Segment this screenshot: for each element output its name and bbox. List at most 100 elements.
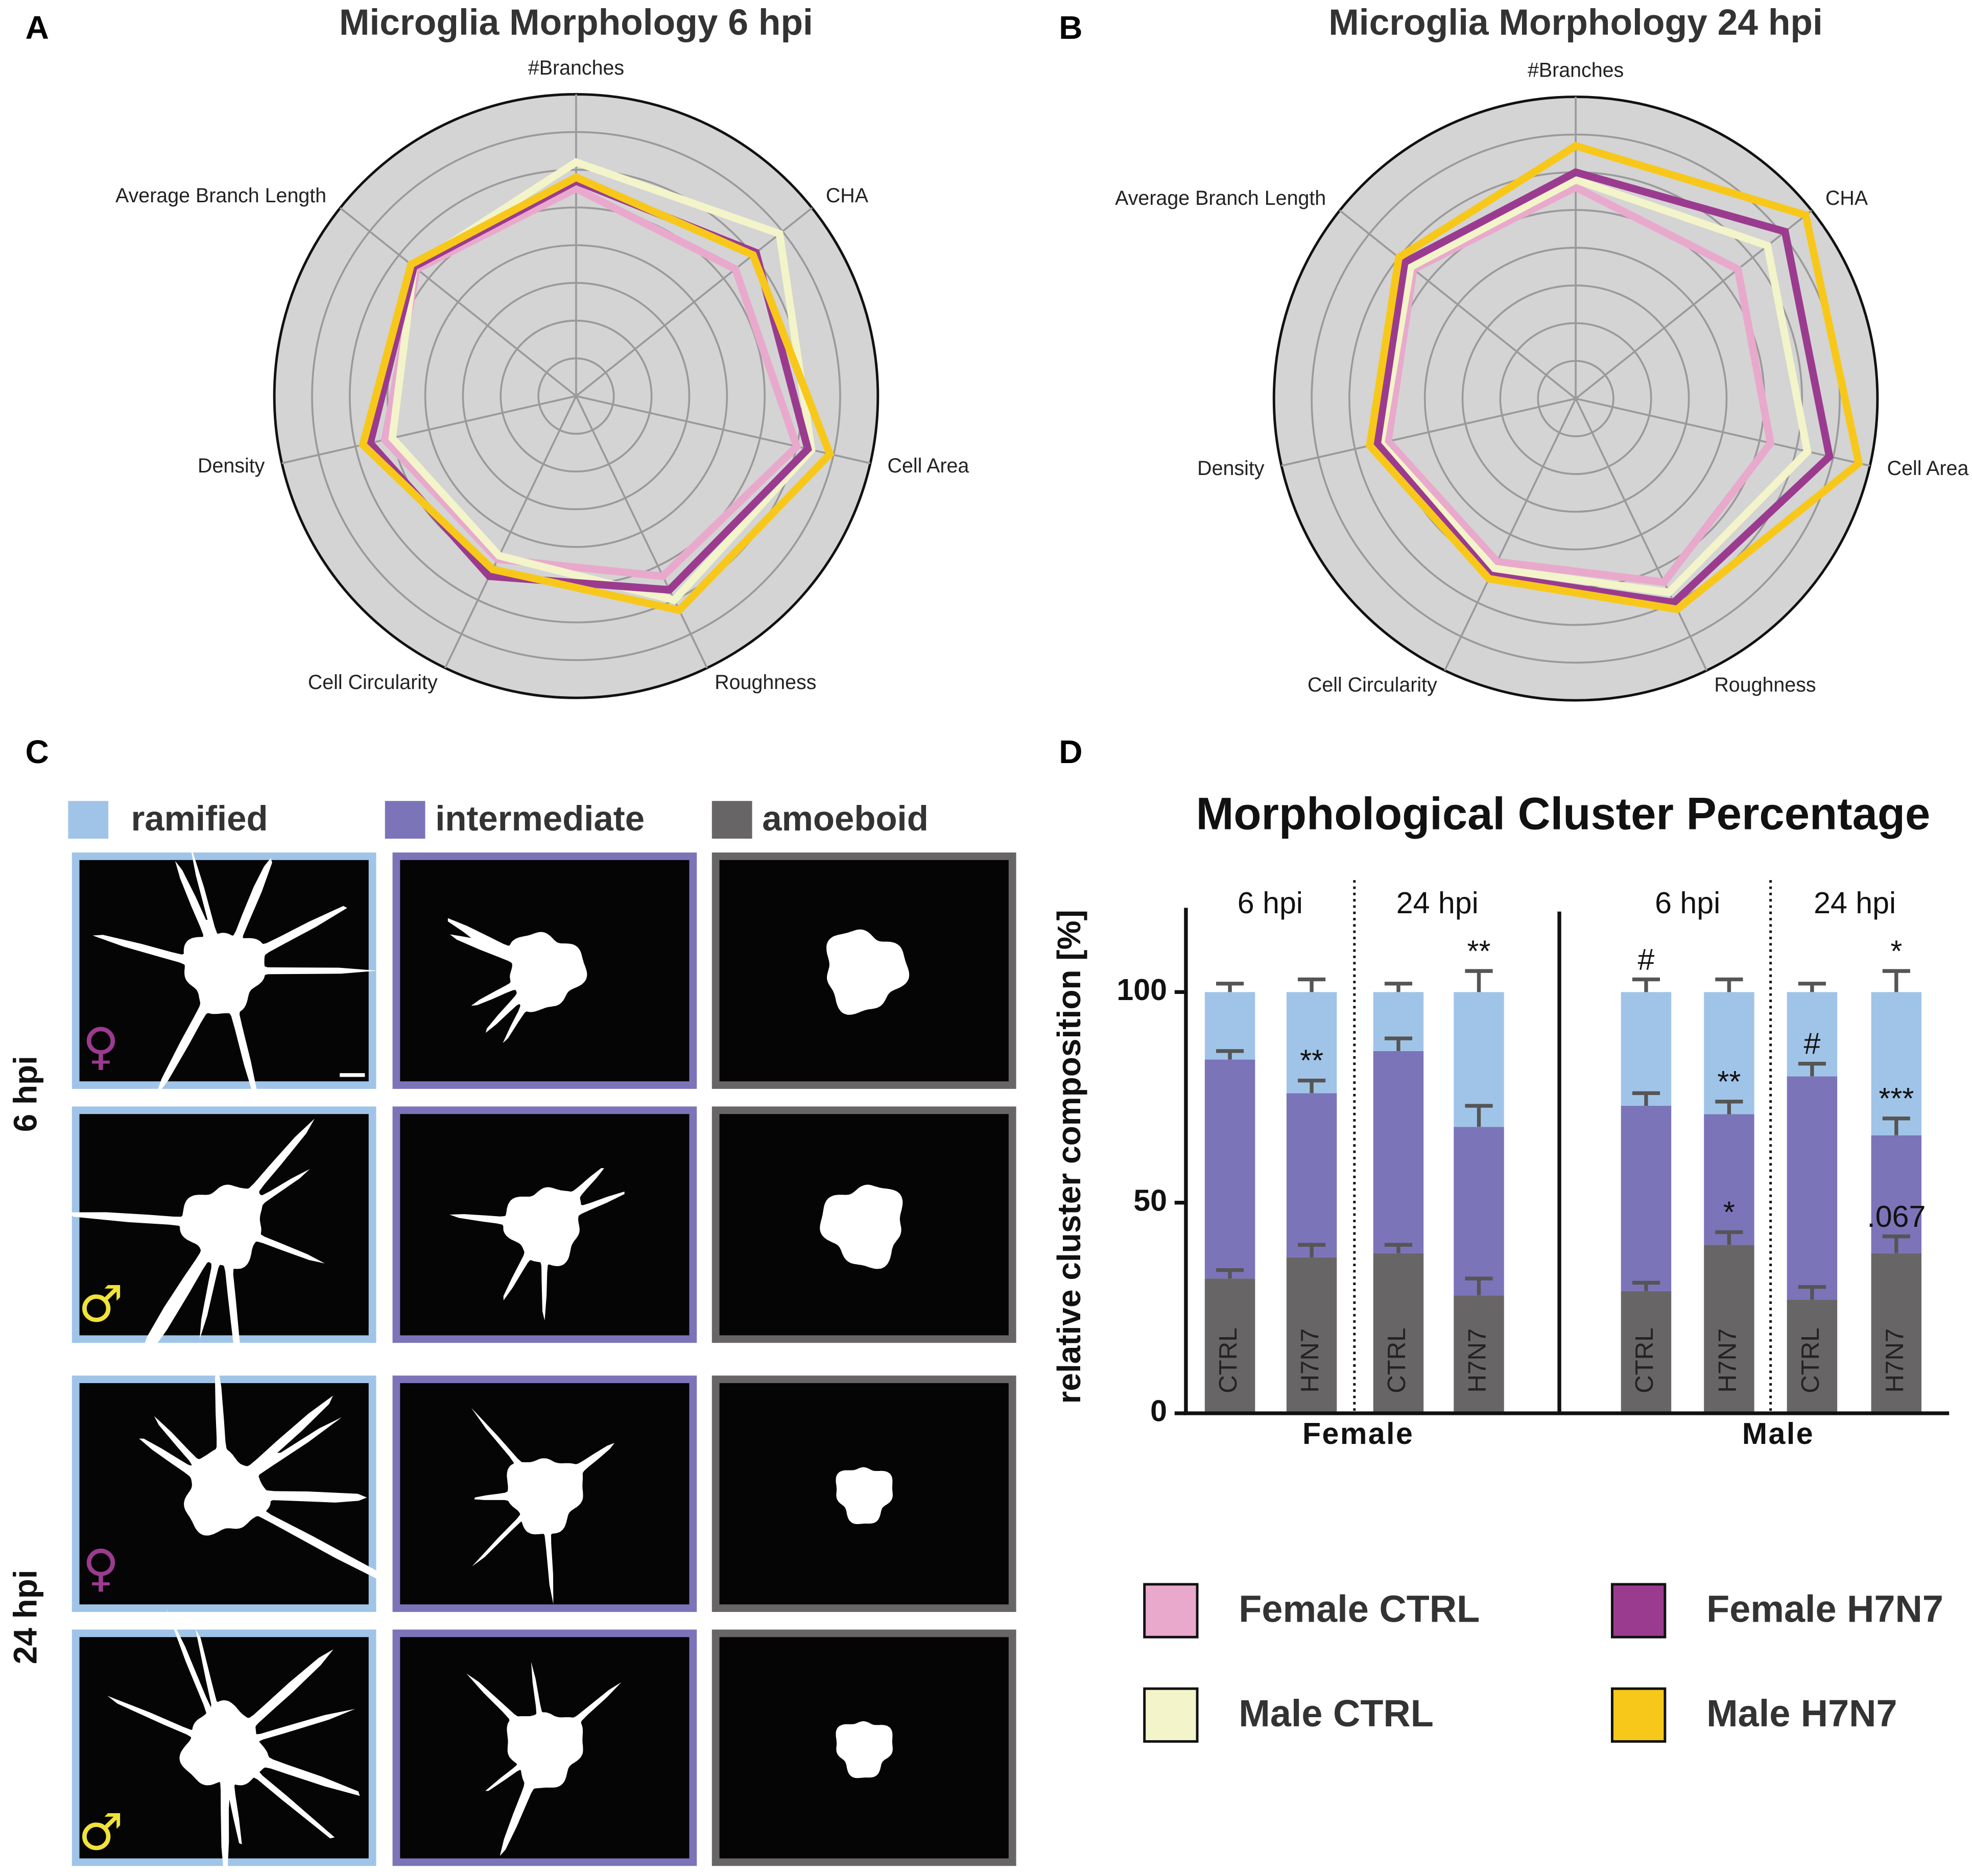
significance: * [1723, 1196, 1735, 1229]
subgroup-label: 24 hpi [1814, 886, 1896, 920]
sex-symbol: ♀ [82, 1539, 119, 1598]
sex-symbol: ♂ [78, 1803, 123, 1862]
legend-swatch [1611, 1583, 1667, 1638]
x-tick-label: CTRL [1796, 1327, 1824, 1393]
axis-label: CHA [1825, 187, 1868, 209]
axis-label: Roughness [715, 671, 816, 694]
legend-label: intermediate [435, 799, 645, 838]
radar-series [1366, 141, 1863, 613]
significance: * [1890, 934, 1902, 968]
legend-label: ramified [131, 799, 268, 838]
axis-label: #Branches [1528, 59, 1624, 82]
cell-shape [449, 1168, 625, 1321]
panel-label: B [1059, 9, 1082, 46]
panel-label: D [1059, 733, 1082, 770]
cell-shape [139, 1364, 426, 1604]
significance: # [1803, 1027, 1820, 1061]
cell-shape [107, 1609, 360, 1876]
significance: .067 [1867, 1200, 1926, 1233]
bar-segment [1454, 1127, 1504, 1296]
bar-segment [1373, 1051, 1424, 1253]
axis-label: Cell Area [888, 455, 969, 477]
bar-segment [1286, 1257, 1337, 1414]
axis-label: Density [1197, 457, 1265, 480]
bar-segment [1621, 992, 1672, 1106]
cell-shape [820, 1184, 903, 1269]
radar-series [1373, 168, 1834, 607]
x-tick-label: H7N7 [1881, 1328, 1909, 1393]
bar-segment [1204, 1278, 1255, 1414]
legend-label: Male CTRL [1239, 1692, 1434, 1735]
y-tick-label: 100 [1116, 973, 1167, 1007]
spoke [576, 395, 871, 464]
spoke [575, 395, 708, 669]
spoke [444, 395, 577, 669]
bar-segment [1286, 992, 1337, 1094]
axis-label: Cell Circularity [308, 671, 438, 694]
spoke [575, 207, 813, 397]
axis-label: Roughness [1714, 674, 1816, 696]
group-label: Male [1742, 1417, 1814, 1451]
bar-segment [1871, 1253, 1922, 1414]
legend-swatch [1143, 1687, 1199, 1743]
bar-segment [1204, 1059, 1255, 1279]
panel-label: A [26, 9, 49, 46]
cell-shape [836, 1721, 893, 1778]
x-tick-label: H7N7 [1296, 1328, 1324, 1393]
spoke [1339, 209, 1577, 399]
y-tick-label: 50 [1133, 1183, 1167, 1217]
significance: ** [1467, 934, 1491, 968]
bar-segment [1704, 1245, 1754, 1414]
y-axis-label: relative cluster composition [%] [1051, 910, 1087, 1404]
axis-label: Cell Circularity [1308, 674, 1437, 696]
legend-swatch [1143, 1583, 1199, 1638]
cell-shape [447, 918, 587, 1043]
legend-label: Female H7N7 [1706, 1588, 1943, 1630]
row-label: 6 hpi [7, 1056, 44, 1132]
subgroup-label: 6 hpi [1238, 886, 1303, 920]
group-label: Female [1302, 1417, 1414, 1451]
bar-segment [1787, 1299, 1838, 1414]
sex-symbol: ♀ [82, 1017, 119, 1076]
axis-label: #Branches [528, 57, 624, 79]
spoke [1575, 397, 1870, 467]
cell-shape [836, 1467, 893, 1524]
spoke [1281, 397, 1576, 467]
axis-label: Average Branch Length [1115, 187, 1326, 209]
significance: ** [1300, 1044, 1323, 1078]
radar-series [1384, 183, 1775, 586]
spoke [281, 395, 577, 464]
legend-swatch [1611, 1687, 1667, 1743]
bar-segment [1204, 992, 1255, 1060]
cell-shape [471, 1408, 615, 1604]
legend-label: Male H7N7 [1706, 1692, 1897, 1735]
x-tick-label: H7N7 [1713, 1328, 1741, 1393]
bar-segment [1704, 992, 1754, 1114]
bar-segment [1373, 1253, 1424, 1414]
x-tick-label: CTRL [1630, 1327, 1658, 1393]
x-tick-label: CTRL [1383, 1327, 1411, 1393]
bar-segment [1704, 1114, 1754, 1245]
radar-series [1376, 176, 1812, 597]
spoke [1444, 398, 1577, 671]
significance: ** [1717, 1065, 1741, 1099]
x-tick-label: CTRL [1214, 1327, 1242, 1393]
axis-label: CHA [826, 184, 869, 207]
cell-shape [92, 841, 377, 1105]
legend-label: amoeboid [762, 799, 928, 838]
significance: *** [1879, 1082, 1914, 1115]
significance: # [1638, 943, 1655, 977]
bar-segment [1286, 1093, 1337, 1257]
row-label: 24 hpi [7, 1570, 44, 1664]
legend-swatch [68, 801, 109, 839]
bar-segment [1787, 1076, 1838, 1300]
bar-segment [1621, 1291, 1672, 1414]
spoke [1575, 209, 1813, 399]
bar-segment [1621, 1106, 1672, 1291]
bar-segment [1454, 1295, 1504, 1414]
x-tick-label: H7N7 [1463, 1328, 1491, 1393]
legend-label: Female CTRL [1239, 1588, 1480, 1630]
axis-label: Cell Area [1887, 457, 1969, 480]
subgroup-label: 24 hpi [1396, 886, 1479, 920]
